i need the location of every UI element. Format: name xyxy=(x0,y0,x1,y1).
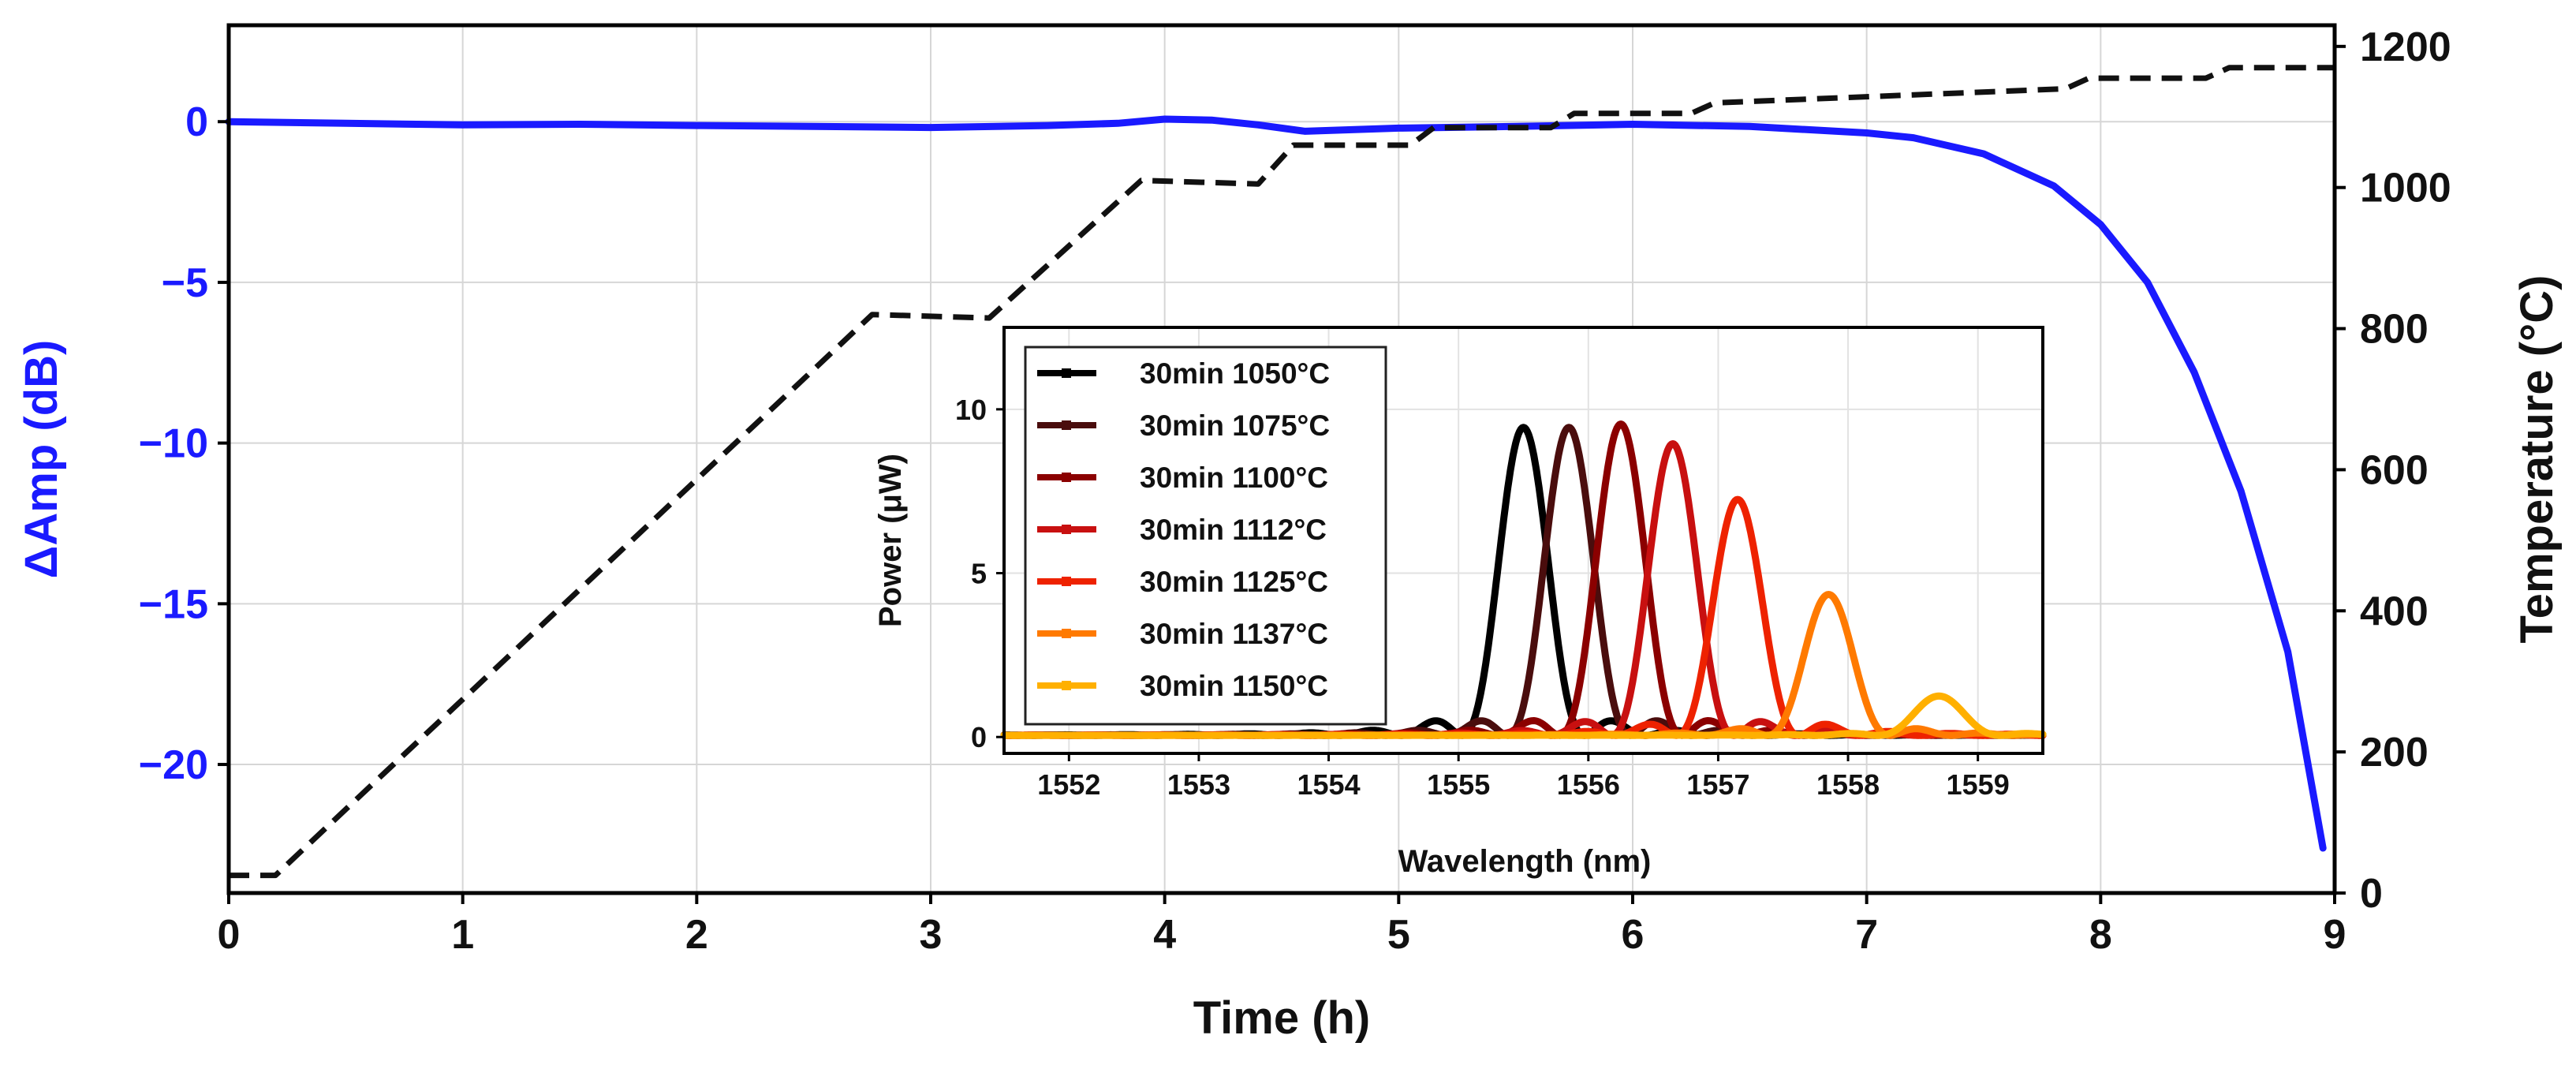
legend-swatch-marker xyxy=(1062,368,1071,378)
y-right-tick-label: 600 xyxy=(2360,447,2429,493)
legend-item: 30min 1075°C xyxy=(1037,409,1330,442)
x-tick-label: 0 xyxy=(218,912,241,958)
inset-x-tick-label: 1553 xyxy=(1167,768,1230,801)
inset-y-tick-label: 5 xyxy=(971,558,987,590)
inset-plot-frame xyxy=(1002,326,2044,755)
y-left-tick-label: −20 xyxy=(139,742,208,788)
x-tick-label: 1 xyxy=(451,912,474,958)
x-tick-label: 5 xyxy=(1387,912,1410,958)
legend-swatch-marker xyxy=(1062,629,1071,638)
inset-x-ticks: 1552 1553 1554 1555 1556 1557 1558 1559 xyxy=(1037,753,2010,801)
x-axis-label: Time (h) xyxy=(1193,992,1371,1044)
legend-item: 30min 1100°C xyxy=(1037,462,1328,494)
legend-label: 30min 1075°C xyxy=(1140,409,1330,442)
y-left-tick-label: −5 xyxy=(162,260,208,306)
y-left-tick-label: −15 xyxy=(139,581,208,627)
main-x-ticks: 0 1 2 3 4 5 6 7 8 9 xyxy=(218,893,2346,958)
y-left-tick-label: 0 xyxy=(185,99,208,145)
inset-x-tick-label: 1555 xyxy=(1427,768,1490,801)
y-axis-left-label: ΔAmp (dB) xyxy=(16,340,67,579)
legend-swatch-marker xyxy=(1062,577,1071,586)
x-tick-label: 6 xyxy=(1622,912,1645,958)
main-plot-frame xyxy=(226,23,2337,895)
legend-label: 30min 1050°C xyxy=(1140,357,1330,390)
y-right-tick-label: 800 xyxy=(2360,307,2429,353)
legend-swatch-marker xyxy=(1062,420,1071,430)
legend-swatch-marker xyxy=(1062,473,1071,482)
inset-y-ticks: 0 5 10 xyxy=(955,394,1004,753)
inset-x-tick-label: 1557 xyxy=(1686,768,1749,801)
temperature-series-line xyxy=(229,65,2335,879)
inset-x-tick-label: 1559 xyxy=(1947,768,2010,801)
legend-label: 30min 1137°C xyxy=(1140,618,1328,650)
y-right-tick-label: 1200 xyxy=(2360,24,2451,70)
legend-label: 30min 1112°C xyxy=(1140,514,1327,546)
y-axis-right-label: Temperature (°C) xyxy=(2511,275,2563,644)
inset-x-tick-label: 1552 xyxy=(1037,768,1100,801)
legend-label: 30min 1150°C xyxy=(1140,670,1328,702)
legend-item: 30min 1050°C xyxy=(1037,357,1330,390)
y-right-tick-label: 0 xyxy=(2360,871,2383,917)
amp-series-line xyxy=(225,115,2327,852)
y-right-tick-label: 200 xyxy=(2360,730,2429,775)
inset-y-axis-label: Power (μW) xyxy=(873,454,908,627)
legend-box xyxy=(1024,346,1387,726)
spectrum-line xyxy=(1000,692,2047,739)
inset-x-tick-label: 1554 xyxy=(1297,768,1361,801)
inset-x-tick-label: 1558 xyxy=(1816,768,1880,801)
inset-y-tick-label: 0 xyxy=(971,721,987,753)
main-series xyxy=(225,65,2335,879)
x-tick-label: 2 xyxy=(685,912,708,958)
legend-item: 30min 1137°C xyxy=(1037,618,1328,650)
x-tick-label: 7 xyxy=(1855,912,1878,958)
legend-item: 30min 1125°C xyxy=(1037,566,1328,598)
legend-label: 30min 1125°C xyxy=(1140,566,1328,598)
legend-item: 30min 1112°C xyxy=(1037,514,1327,546)
x-tick-label: 9 xyxy=(2324,912,2346,958)
inset-x-axis-label: Wavelength (nm) xyxy=(1398,844,1652,879)
legend-label: 30min 1100°C xyxy=(1140,462,1328,494)
main-y-right-ticks: 0 200 400 600 800 1000 1200 xyxy=(2335,24,2451,917)
y-left-tick-label: −10 xyxy=(139,421,208,467)
x-tick-label: 8 xyxy=(2089,912,2112,958)
x-tick-label: 4 xyxy=(1153,912,1176,958)
legend-swatch-marker xyxy=(1062,525,1071,534)
x-tick-label: 3 xyxy=(920,912,943,958)
y-right-tick-label: 400 xyxy=(2360,589,2429,634)
inset-y-tick-label: 10 xyxy=(955,394,987,426)
legend-item: 30min 1150°C xyxy=(1037,670,1328,702)
y-right-tick-label: 1000 xyxy=(2360,166,2451,211)
legend-swatch-marker xyxy=(1062,681,1071,690)
legend: 30min 1050°C 30min 1075°C 30min 1100°C 30mi… xyxy=(1037,357,1330,702)
main-y-left-ticks: 0 −5 −10 −15 −20 xyxy=(139,99,229,788)
inset-series xyxy=(1000,420,2047,739)
inset-x-tick-label: 1556 xyxy=(1557,768,1620,801)
